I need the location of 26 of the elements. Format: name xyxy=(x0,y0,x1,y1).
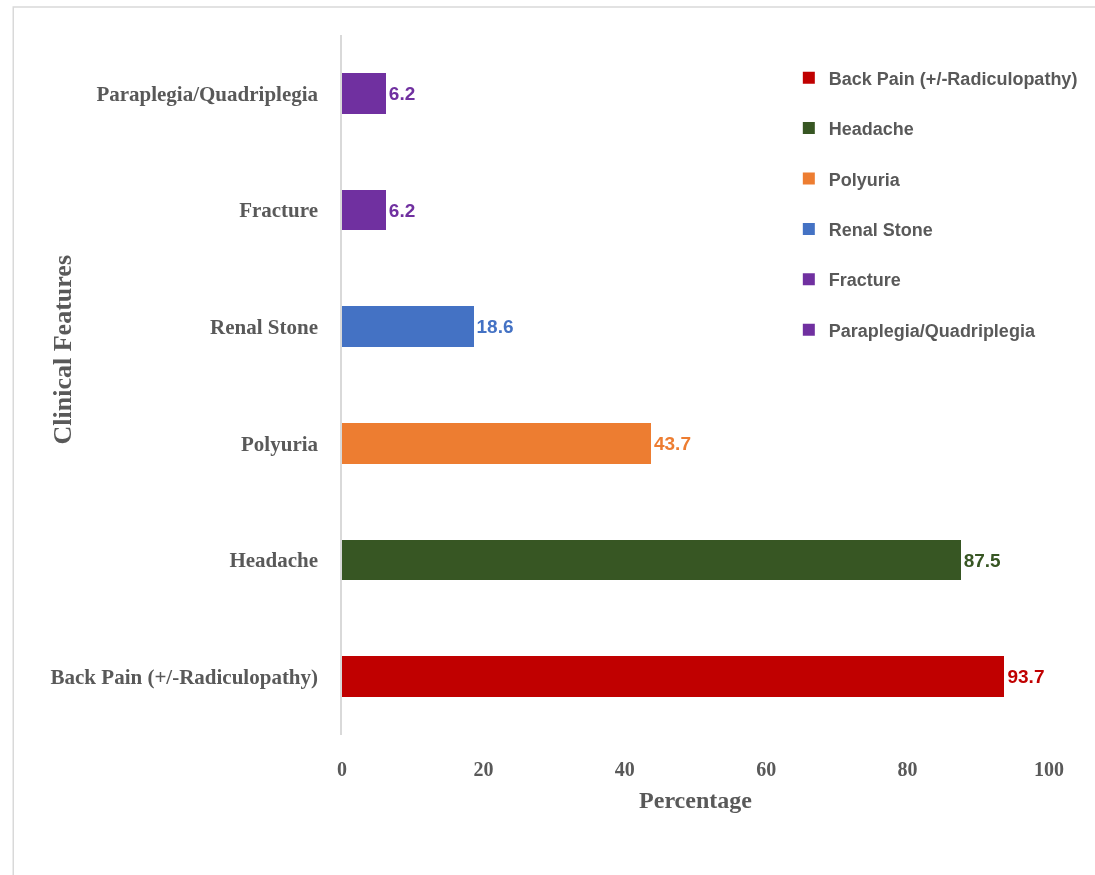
legend-label: Renal Stone xyxy=(828,219,933,240)
x-tick-label: 20 xyxy=(473,758,494,780)
legend-label: Fracture xyxy=(828,270,901,291)
y-tick-label: Renal Stone xyxy=(210,315,319,340)
legend-label: Polyuria xyxy=(828,169,901,190)
data-label: 6.2 xyxy=(388,82,416,104)
y-tick-label: Headache xyxy=(229,548,319,573)
x-tick-label: 80 xyxy=(897,758,918,780)
x-axis-title: Percentage xyxy=(639,787,753,814)
legend-label: Back Pain (+/-Radiculopathy) xyxy=(828,68,1078,89)
legend-label: Paraplegia/Quadriplegia xyxy=(828,320,1036,341)
x-tick-label: 40 xyxy=(614,758,635,780)
legend-label: Headache xyxy=(828,119,914,140)
y-tick-label: Back Pain (+/-Radiculopathy) xyxy=(50,665,319,690)
x-tick-label: 60 xyxy=(756,758,777,780)
y-tick-label: Polyuria xyxy=(241,431,319,456)
y-axis-title: Clinical Features xyxy=(48,254,78,445)
data-label: 87.5 xyxy=(963,549,1002,571)
x-tick-label: 0 xyxy=(337,758,347,780)
y-tick-label: Fracture xyxy=(239,198,319,223)
data-label: 43.7 xyxy=(653,432,691,454)
y-tick-label: Paraplegia/Quadriplegia xyxy=(96,81,319,106)
data-label: 6.2 xyxy=(388,199,416,221)
data-label: 93.7 xyxy=(1007,666,1045,688)
data-label: 18.6 xyxy=(476,316,514,338)
x-tick-label: 100 xyxy=(1034,758,1064,780)
